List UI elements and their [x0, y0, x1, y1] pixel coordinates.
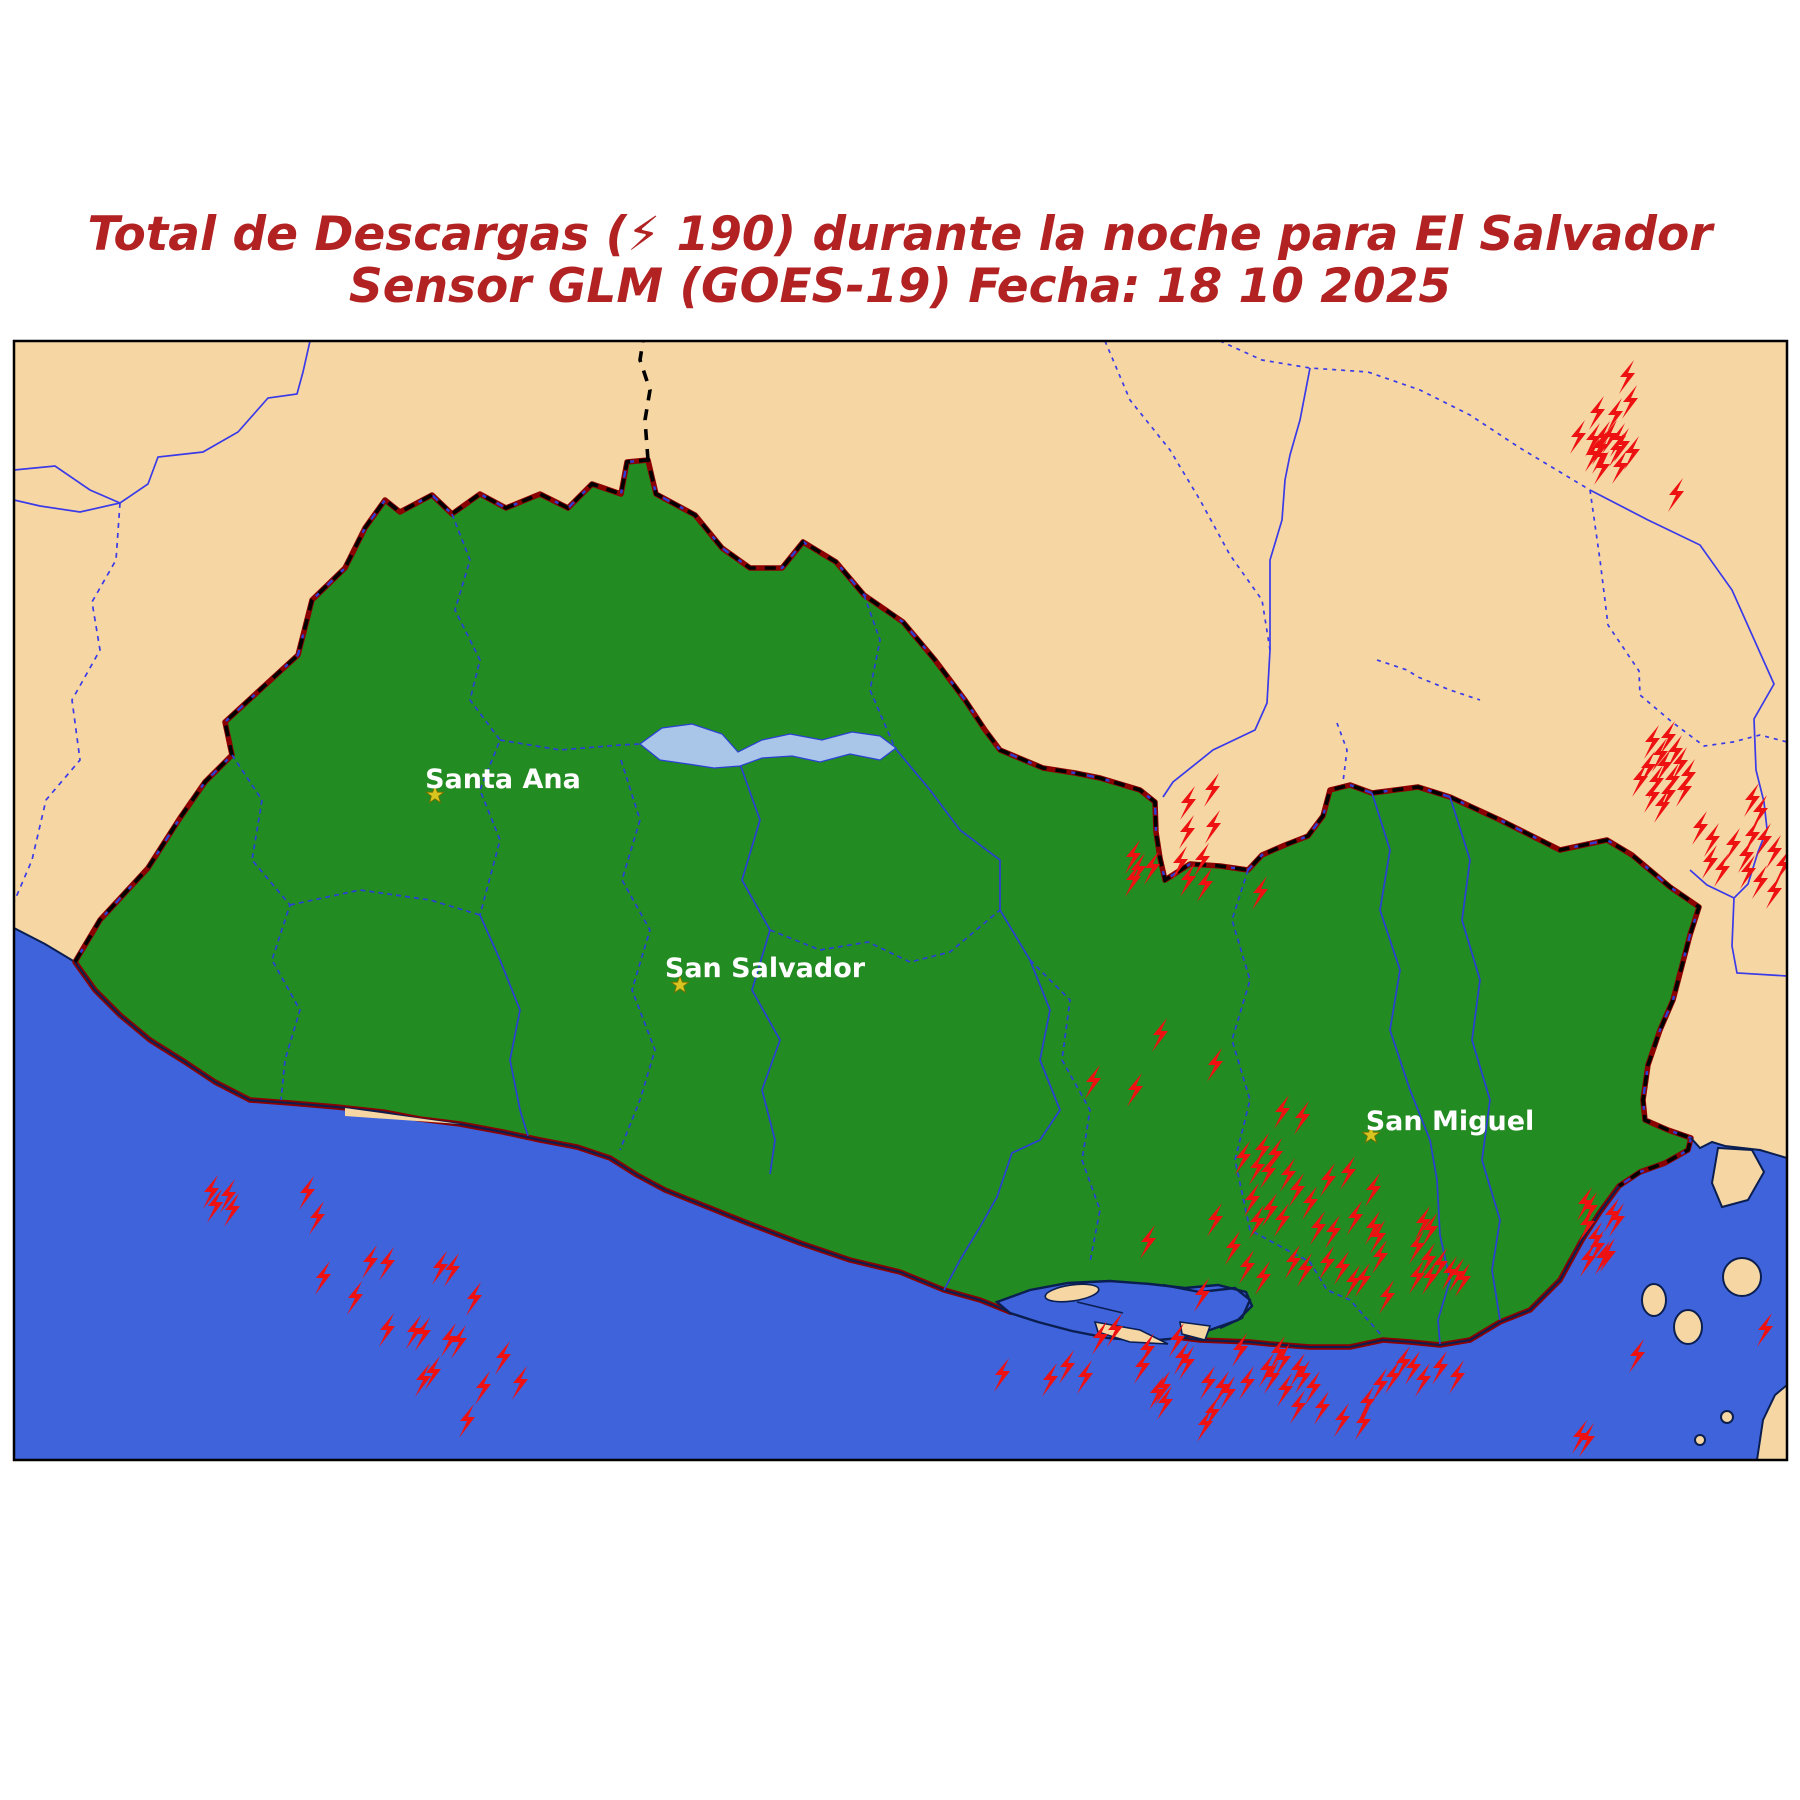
islet-2 — [1694, 1434, 1706, 1446]
map-frame — [12, 339, 1789, 1462]
international-border-dashed — [73, 458, 1702, 1188]
isla-el-tigre — [1722, 1257, 1762, 1297]
guatemala-honduras-border — [638, 341, 652, 461]
city-label: San Miguel — [1366, 1106, 1535, 1137]
isla-conchaguita — [1641, 1283, 1667, 1317]
zacate-grande-peninsula — [1710, 1146, 1766, 1209]
department-boundaries — [231, 513, 1501, 1345]
isla-meanguera — [1673, 1309, 1703, 1345]
guatemala-coastline — [14, 927, 76, 963]
map-layers: Santa Ana San Salvador San Miguel — [14, 341, 1787, 1460]
el-salvador-coastline — [74, 961, 1620, 1348]
gulf-corner-land — [1755, 1383, 1787, 1460]
pacific-ocean — [14, 928, 1787, 1460]
cerron-grande-lake — [639, 723, 897, 769]
city-label: San Salvador — [665, 953, 866, 984]
map-title-line2: Sensor GLM (GOES-19) Fecha: 18 10 2025 — [349, 259, 1451, 314]
coast-sand-sliver — [345, 1108, 460, 1124]
honduras-gulf-coast — [1690, 1137, 1787, 1159]
honduras-admin-lines — [1104, 341, 1787, 977]
gulf-of-fonseca-land — [1641, 1137, 1787, 1460]
city-labels-layer: Santa Ana San Salvador San Miguel — [425, 764, 1535, 1144]
bay-sand-spit-2 — [1179, 1321, 1212, 1341]
bay-channel — [1076, 1301, 1124, 1314]
city-label: Santa Ana — [425, 764, 581, 795]
bay-island — [1044, 1283, 1100, 1303]
islet-1 — [1720, 1410, 1734, 1424]
bay-peninsula-outline — [1162, 1283, 1252, 1330]
map-title-line1: Total de Descargas (⚡ 190) durante la no… — [88, 207, 1716, 262]
guatemala-admin-lines — [14, 341, 311, 903]
